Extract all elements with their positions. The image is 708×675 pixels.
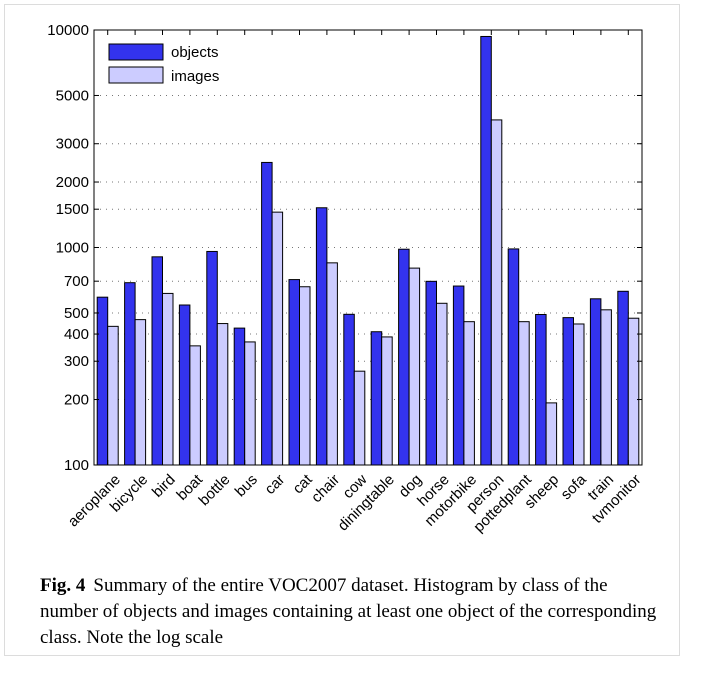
- bar-objects-cat: [288, 279, 300, 466]
- y-tick-label: 700: [64, 273, 89, 290]
- y-tick-label: 500: [64, 305, 89, 322]
- legend-label-objects: objects: [171, 44, 219, 61]
- bar-images-cat: [299, 286, 311, 466]
- bar-objects-bird: [151, 256, 163, 466]
- bar-images-sofa: [573, 323, 585, 466]
- y-tick-label: 200: [64, 392, 89, 409]
- y-tick-label: 1500: [56, 201, 89, 218]
- bar-images-tvmonitor: [627, 317, 640, 466]
- x-tick-label-bird: bird: [149, 471, 179, 501]
- bar-objects-horse: [425, 280, 437, 466]
- bar-objects-car: [261, 161, 273, 466]
- bar-images-pottedplant: [518, 321, 530, 466]
- bar-objects-person: [480, 35, 492, 466]
- y-tick-label: 400: [64, 326, 89, 343]
- bar-objects-tvmonitor: [617, 290, 629, 466]
- axis-ticks: [94, 29, 642, 466]
- bars: [96, 35, 640, 466]
- y-tick-label: 300: [64, 353, 89, 370]
- bar-images-dog: [408, 267, 421, 466]
- bar-images-chair: [326, 262, 338, 466]
- x-tick-label-chair: chair: [308, 471, 343, 506]
- bar-objects-pottedplant: [507, 248, 520, 466]
- bar-images-car: [271, 211, 284, 466]
- bar-images-cow: [353, 370, 366, 466]
- x-tick-label-bus: bus: [232, 471, 261, 500]
- caption-label: Fig. 4: [40, 575, 86, 596]
- bar-objects-train: [589, 298, 602, 466]
- bar-objects-bottle: [206, 250, 218, 466]
- legend-label-images: images: [171, 68, 219, 85]
- bar-objects-boat: [178, 304, 191, 466]
- x-tick-label-sofa: sofa: [558, 471, 591, 504]
- caption-text: Summary of the entire VOC2007 dataset. H…: [40, 575, 657, 648]
- bar-chart: 100 200 300 400 500 700 1000 1500 2000 3000 5000 10…: [47, 22, 644, 536]
- legend-swatch-images: [108, 66, 164, 84]
- bar-objects-aeroplane: [96, 296, 109, 466]
- bar-images-bird: [162, 292, 174, 466]
- x-tick-label-bottle: bottle: [196, 471, 234, 509]
- bar-objects-dog: [398, 248, 410, 466]
- bar-images-bicycle: [134, 319, 147, 466]
- bar-images-bus: [244, 341, 256, 466]
- bar-images-diningtable: [381, 336, 393, 466]
- bar-images-motorbike: [463, 321, 475, 466]
- bar-images-bottle: [216, 323, 229, 466]
- bar-images-aeroplane: [107, 325, 119, 466]
- y-tick-label: 100: [64, 457, 89, 474]
- bar-objects-diningtable: [370, 331, 383, 466]
- bar-objects-bicycle: [124, 282, 136, 466]
- y-tick-label: 1000: [56, 240, 89, 257]
- legend-swatch-objects: [108, 43, 164, 61]
- bar-images-train: [600, 309, 612, 466]
- figure-frame: [4, 4, 680, 656]
- bar-objects-sheep: [535, 313, 547, 466]
- x-tick-label-car: car: [262, 471, 289, 498]
- bar-objects-motorbike: [452, 285, 465, 466]
- figure-caption: Fig. 4 Summary of the entire VOC2007 data…: [40, 573, 668, 651]
- bar-objects-bus: [233, 327, 246, 466]
- legend: objects images: [108, 43, 219, 85]
- bar-images-horse: [436, 302, 448, 466]
- y-tick-label: 3000: [56, 136, 89, 153]
- plot-area-border: [93, 29, 643, 466]
- grid-lines: [94, 94, 642, 401]
- bar-images-sheep: [545, 402, 558, 466]
- bar-objects-chair: [315, 207, 328, 466]
- bar-objects-cow: [343, 313, 355, 466]
- bar-objects-sofa: [562, 317, 574, 466]
- bar-images-boat: [189, 345, 201, 466]
- y-tick-label: 5000: [56, 87, 89, 104]
- bar-images-person: [490, 119, 503, 466]
- y-tick-label: 2000: [56, 174, 89, 191]
- y-tick-label: 10000: [47, 22, 89, 39]
